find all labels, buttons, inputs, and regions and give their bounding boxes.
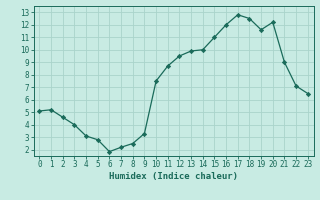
X-axis label: Humidex (Indice chaleur): Humidex (Indice chaleur) [109, 172, 238, 181]
